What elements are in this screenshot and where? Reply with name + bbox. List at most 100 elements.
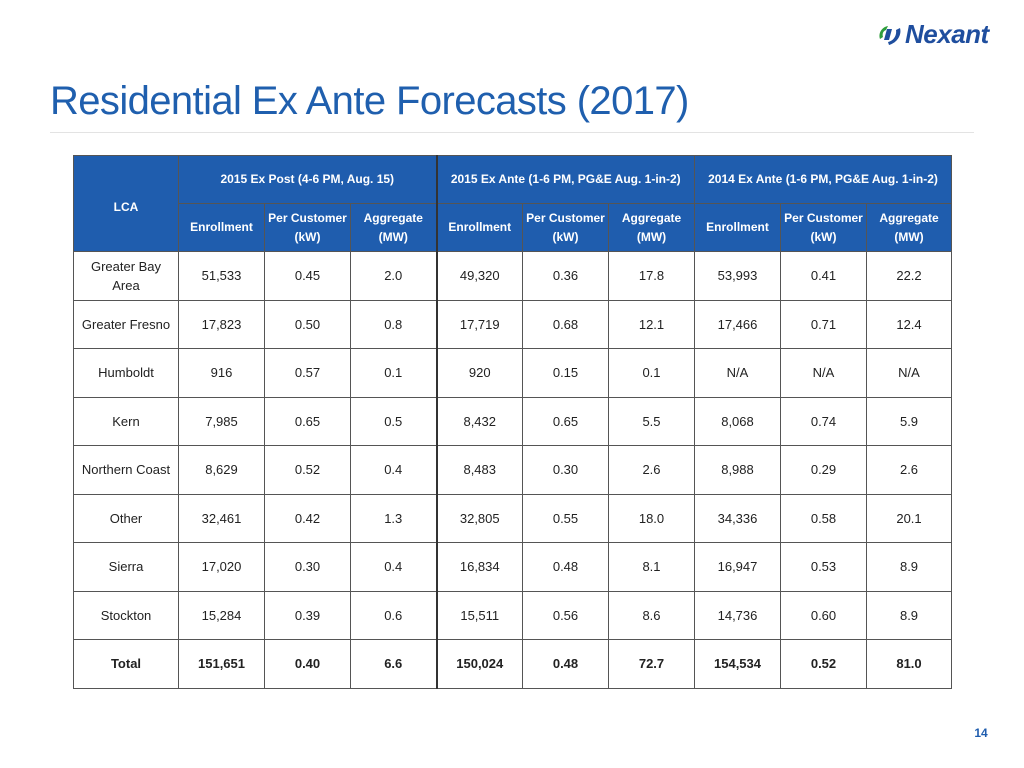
column-header: Aggregate (MW) bbox=[865, 203, 953, 252]
table-cell: 17,719 bbox=[435, 299, 523, 349]
table-cell: 154,534 bbox=[694, 639, 781, 689]
group-header-2014-ex-ante: 2014 Ex Ante (1-6 PM, PG&E Aug. 1-in-2) bbox=[693, 155, 953, 204]
column-header: Aggregate (MW) bbox=[608, 203, 695, 252]
table-cell: 14,736 bbox=[694, 590, 781, 640]
table-cell: 7,985 bbox=[178, 396, 265, 446]
table-cell: 0.1 bbox=[608, 348, 695, 398]
table-cell: 8.1 bbox=[608, 542, 695, 592]
column-header: Enrollment bbox=[435, 203, 523, 252]
column-header: Per Customer (kW) bbox=[780, 203, 867, 252]
table-cell: 0.53 bbox=[780, 542, 867, 592]
table-cell: 8,629 bbox=[178, 445, 265, 495]
table-cell: 0.58 bbox=[780, 493, 867, 543]
table-cell: 0.52 bbox=[780, 639, 867, 689]
table-cell: 2.6 bbox=[865, 445, 953, 495]
table-cell: 8,988 bbox=[694, 445, 781, 495]
column-header: Per Customer (kW) bbox=[522, 203, 609, 252]
table-cell: 5.9 bbox=[865, 396, 953, 446]
table-row: Greater Fresno 17,823 0.50 0.8 17,719 0.68 12.… bbox=[73, 299, 953, 349]
table-cell: 0.50 bbox=[264, 299, 351, 349]
table-cell: 12.1 bbox=[608, 299, 695, 349]
table-cell: 34,336 bbox=[694, 493, 781, 543]
table-cell: 0.30 bbox=[264, 542, 351, 592]
table-row: Kern 7,985 0.65 0.5 8,432 0.65 5.5 8,068 0.74 5.9 bbox=[73, 396, 953, 446]
table-cell: 18.0 bbox=[608, 493, 695, 543]
table-cell: 49,320 bbox=[435, 251, 523, 301]
lca-name-cell: Stockton bbox=[73, 590, 179, 640]
table-cell: 0.36 bbox=[522, 251, 609, 301]
table-row: Other 32,461 0.42 1.3 32,805 0.55 18.0 34,336 0.… bbox=[73, 493, 953, 543]
table-cell: 0.45 bbox=[264, 251, 351, 301]
table-cell: 17,020 bbox=[178, 542, 265, 592]
table-cell: 0.65 bbox=[522, 396, 609, 446]
table-cell: 1.3 bbox=[350, 493, 437, 543]
table-body: Greater Bay Area 51,533 0.45 2.0 49,320 0.36 1… bbox=[73, 251, 953, 689]
table-row: Humboldt 916 0.57 0.1 920 0.15 0.1 N/A N/A N/A bbox=[73, 348, 953, 398]
table-cell: 0.42 bbox=[264, 493, 351, 543]
page-title: Residential Ex Ante Forecasts (2017) bbox=[50, 79, 689, 123]
lca-header: LCA bbox=[73, 155, 179, 252]
table-row: Stockton 15,284 0.39 0.6 15,511 0.56 8.6 14,736… bbox=[73, 590, 953, 640]
forecast-table: LCA 2015 Ex Post (4-6 PM, Aug. 15) 2015 … bbox=[73, 155, 953, 689]
table-cell: N/A bbox=[780, 348, 867, 398]
table-cell: 8,432 bbox=[435, 396, 523, 446]
table-cell: 16,834 bbox=[435, 542, 523, 592]
group-header-2015-ex-post: 2015 Ex Post (4-6 PM, Aug. 15) bbox=[178, 155, 437, 204]
page-number: 14 bbox=[974, 726, 988, 740]
table-cell: 5.5 bbox=[608, 396, 695, 446]
title-divider bbox=[50, 132, 974, 133]
table-cell: 8,068 bbox=[694, 396, 781, 446]
table-cell: 6.6 bbox=[350, 639, 437, 689]
table-cell: 17,466 bbox=[694, 299, 781, 349]
table-cell: 0.52 bbox=[264, 445, 351, 495]
table-cell: 12.4 bbox=[865, 299, 953, 349]
column-header: Enrollment bbox=[178, 203, 265, 252]
table-header-group-row: LCA 2015 Ex Post (4-6 PM, Aug. 15) 2015 … bbox=[73, 155, 953, 252]
table-cell: 16,947 bbox=[694, 542, 781, 592]
table-cell: 0.57 bbox=[264, 348, 351, 398]
table-cell: 0.71 bbox=[780, 299, 867, 349]
table-cell: 22.2 bbox=[865, 251, 953, 301]
column-header: Enrollment bbox=[694, 203, 781, 252]
table-cell: 0.55 bbox=[522, 493, 609, 543]
table-cell: 0.48 bbox=[522, 542, 609, 592]
table-cell: 53,993 bbox=[694, 251, 781, 301]
table-cell: 51,533 bbox=[178, 251, 265, 301]
table-cell: 0.68 bbox=[522, 299, 609, 349]
table-cell: 0.74 bbox=[780, 396, 867, 446]
table-cell: 920 bbox=[435, 348, 523, 398]
nexant-logo-mark-icon bbox=[879, 26, 901, 45]
table-cell: 0.40 bbox=[264, 639, 351, 689]
table-cell: 0.4 bbox=[350, 542, 437, 592]
table-cell: 20.1 bbox=[865, 493, 953, 543]
table-cell: 0.41 bbox=[780, 251, 867, 301]
table-cell: 0.29 bbox=[780, 445, 867, 495]
lca-name-cell: Northern Coast bbox=[73, 445, 179, 495]
table-cell: 0.8 bbox=[350, 299, 437, 349]
table-cell: 0.30 bbox=[522, 445, 609, 495]
table-row: Greater Bay Area 51,533 0.45 2.0 49,320 0.36 1… bbox=[73, 251, 953, 301]
table-cell: N/A bbox=[694, 348, 781, 398]
table-cell: 150,024 bbox=[435, 639, 523, 689]
table-cell: 0.60 bbox=[780, 590, 867, 640]
table-cell: 8.6 bbox=[608, 590, 695, 640]
table-cell: 17.8 bbox=[608, 251, 695, 301]
table-cell: 72.7 bbox=[608, 639, 695, 689]
table-row: Sierra 17,020 0.30 0.4 16,834 0.48 8.1 16,947 0.… bbox=[73, 542, 953, 592]
table-cell: 8,483 bbox=[435, 445, 523, 495]
column-header: Per Customer (kW) bbox=[264, 203, 351, 252]
lca-name-cell: Greater Fresno bbox=[73, 299, 179, 349]
group-header-2015-ex-ante: 2015 Ex Ante (1-6 PM, PG&E Aug. 1-in-2) bbox=[435, 155, 695, 204]
table-header-column-row: Enrollment Per Customer (kW) Aggregate (… bbox=[74, 203, 953, 252]
table-row: Northern Coast 8,629 0.52 0.4 8,483 0.30 2.6 8,… bbox=[73, 445, 953, 495]
table-cell: 32,805 bbox=[435, 493, 523, 543]
table-cell: 0.39 bbox=[264, 590, 351, 640]
table-cell: 0.48 bbox=[522, 639, 609, 689]
table-cell: 2.0 bbox=[350, 251, 437, 301]
total-label: Total bbox=[73, 639, 179, 689]
table-cell: 0.5 bbox=[350, 396, 437, 446]
lca-name-cell: Kern bbox=[73, 396, 179, 446]
table-cell: 0.56 bbox=[522, 590, 609, 640]
table-cell: 15,511 bbox=[435, 590, 523, 640]
table-cell: 32,461 bbox=[178, 493, 265, 543]
